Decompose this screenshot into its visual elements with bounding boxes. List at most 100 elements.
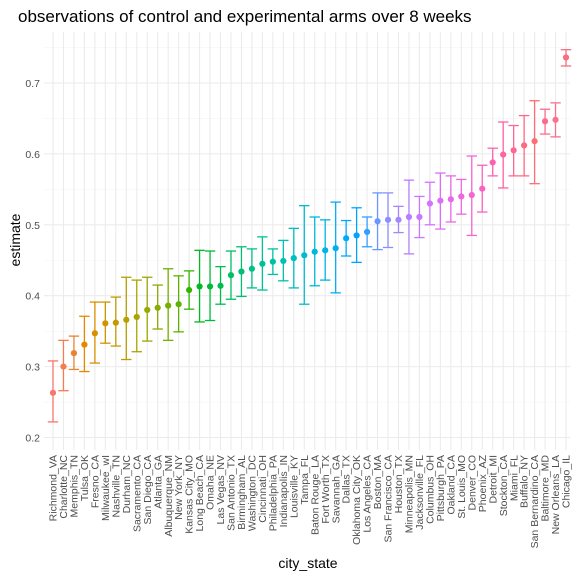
x-tick-label: Tampa_FL <box>299 455 311 505</box>
data-point-group <box>414 195 425 239</box>
x-tick-label: San Antonio_TX <box>226 455 238 531</box>
x-tick-label: Minneapolis_MN <box>404 455 416 533</box>
data-point-group <box>477 164 488 213</box>
chart-title: observations of control and experimental… <box>18 7 472 26</box>
x-tick-label: Phoenix_AZ <box>477 454 489 512</box>
data-point-group <box>121 276 132 361</box>
estimate-point <box>269 258 276 265</box>
data-point-group <box>497 121 509 189</box>
estimate-point <box>322 247 329 254</box>
estimate-point <box>405 213 413 221</box>
estimate-point <box>541 118 549 125</box>
estimate-point <box>102 320 109 327</box>
x-tick-label: San Diego_CA <box>142 455 154 524</box>
estimate-point <box>458 193 465 200</box>
estimate-point <box>175 301 182 308</box>
data-point-group <box>539 108 551 135</box>
x-tick-label: New Orleans_LA <box>550 455 562 534</box>
estimate-point <box>280 257 287 265</box>
estimate-point <box>70 350 78 357</box>
x-tick-label: Miami_FL <box>508 455 520 501</box>
x-tick-label: Las Vegas_NV <box>215 455 227 524</box>
estimate-point <box>248 265 256 272</box>
y-tick-label: 0.2 <box>25 433 40 445</box>
estimate-point <box>531 138 538 145</box>
estimate-point <box>332 245 339 252</box>
x-tick-label: Albuquerque_NM <box>163 455 175 537</box>
estimate-point <box>123 316 130 323</box>
x-tick-label: San Francisco_CA <box>383 455 395 543</box>
estimate-point <box>426 200 433 207</box>
estimate-point <box>395 216 402 223</box>
data-point-group <box>550 102 561 138</box>
estimate-point <box>562 54 570 61</box>
x-tick-label: Baton Rouge_LA <box>309 455 321 535</box>
x-tick-label: Tulsa_OK <box>79 455 91 501</box>
x-tick-label: Atlanta_GA <box>152 455 164 509</box>
data-point-group <box>424 181 436 226</box>
estimate-point <box>384 216 392 223</box>
estimate-point <box>81 341 88 348</box>
data-point-group <box>110 296 122 347</box>
data-point-group <box>299 205 310 305</box>
data-point-group <box>466 155 477 237</box>
x-tick-label: Kansas City_MO <box>184 455 196 534</box>
x-tick-label: Jacksonville_FL <box>414 455 426 530</box>
estimate-point <box>165 302 172 309</box>
estimate-point <box>144 306 151 313</box>
data-point-group <box>403 179 415 255</box>
estimate-point <box>363 228 371 235</box>
x-tick-label: Baltimore_MD <box>540 455 552 522</box>
x-tick-label: Louisville_KY <box>288 455 300 518</box>
data-point-group <box>382 192 394 249</box>
estimate-point <box>500 151 507 158</box>
x-tick-label: Cincinnati_OH <box>257 455 269 523</box>
data-point-group <box>204 250 216 322</box>
estimate-point <box>479 185 486 192</box>
x-tick-label: Indianapolis_IN <box>278 455 290 527</box>
y-tick-label: 0.3 <box>25 362 40 374</box>
x-tick-label: Birmingham_AL <box>236 455 248 530</box>
y-axis-title: estimate <box>7 213 23 266</box>
data-point-group <box>152 284 163 330</box>
x-tick-label: Nashville_TN <box>110 455 122 517</box>
x-tick-label: Long Beach_CA <box>194 455 206 531</box>
estimate-point <box>521 142 528 149</box>
data-point-group <box>162 268 174 342</box>
x-tick-label: Houston_TX <box>393 455 405 513</box>
data-point-group <box>79 315 90 373</box>
error-bar-points <box>47 49 572 423</box>
data-point-group <box>131 279 142 353</box>
data-point-group <box>560 49 572 67</box>
x-tick-label: Omaha_NE <box>205 455 217 510</box>
data-point-group <box>142 276 153 342</box>
x-tick-label: Fort Worth_TX <box>320 455 332 524</box>
y-tick-label: 0.4 <box>25 291 40 303</box>
data-point-group <box>215 265 226 305</box>
estimate-point <box>353 232 360 239</box>
x-tick-label: San Bernardino_CA <box>529 455 541 548</box>
estimate-point <box>510 147 517 154</box>
data-point-group <box>309 216 320 287</box>
estimate-point <box>60 363 67 370</box>
x-tick-label: New York_NY <box>173 455 185 520</box>
x-tick-label: St. Louis_MO <box>456 455 468 519</box>
y-tick-label: 0.7 <box>25 78 40 90</box>
data-point-group <box>487 147 498 177</box>
x-tick-label: Pittsburgh_PA <box>435 455 447 521</box>
data-point-group <box>100 301 111 344</box>
estimate-point <box>290 255 297 262</box>
estimate-point <box>112 319 119 326</box>
y-tick-label: 0.5 <box>25 220 40 232</box>
data-point-group <box>58 339 69 392</box>
data-point-group <box>267 248 279 276</box>
x-tick-label: Los Angeles_CA <box>362 455 374 533</box>
data-point-group <box>278 239 289 282</box>
x-tick-label: Detroit_MI <box>487 455 499 503</box>
data-point-group <box>340 219 352 257</box>
estimate-point <box>416 213 423 221</box>
x-tick-label: Fresno_CA <box>89 455 101 508</box>
data-point-group <box>194 249 205 323</box>
x-tick-label: Chicago_IL <box>561 455 573 508</box>
